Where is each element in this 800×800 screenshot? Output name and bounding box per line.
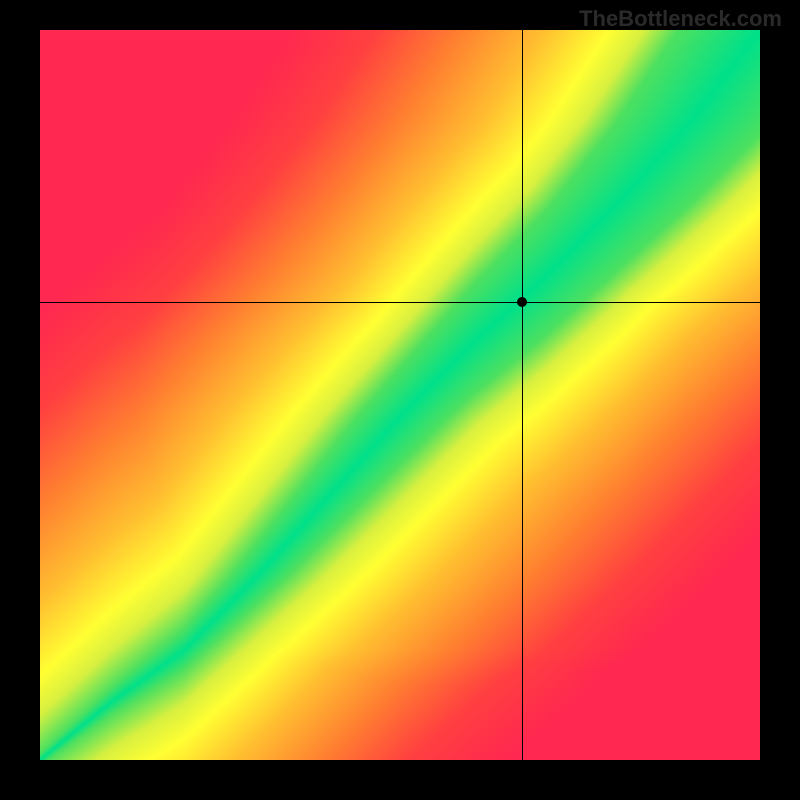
crosshair-marker	[517, 297, 527, 307]
crosshair-horizontal	[40, 302, 760, 303]
watermark-text: TheBottleneck.com	[579, 6, 782, 32]
heatmap-canvas	[40, 30, 760, 760]
crosshair-vertical	[522, 30, 523, 760]
heatmap-plot	[40, 30, 760, 760]
